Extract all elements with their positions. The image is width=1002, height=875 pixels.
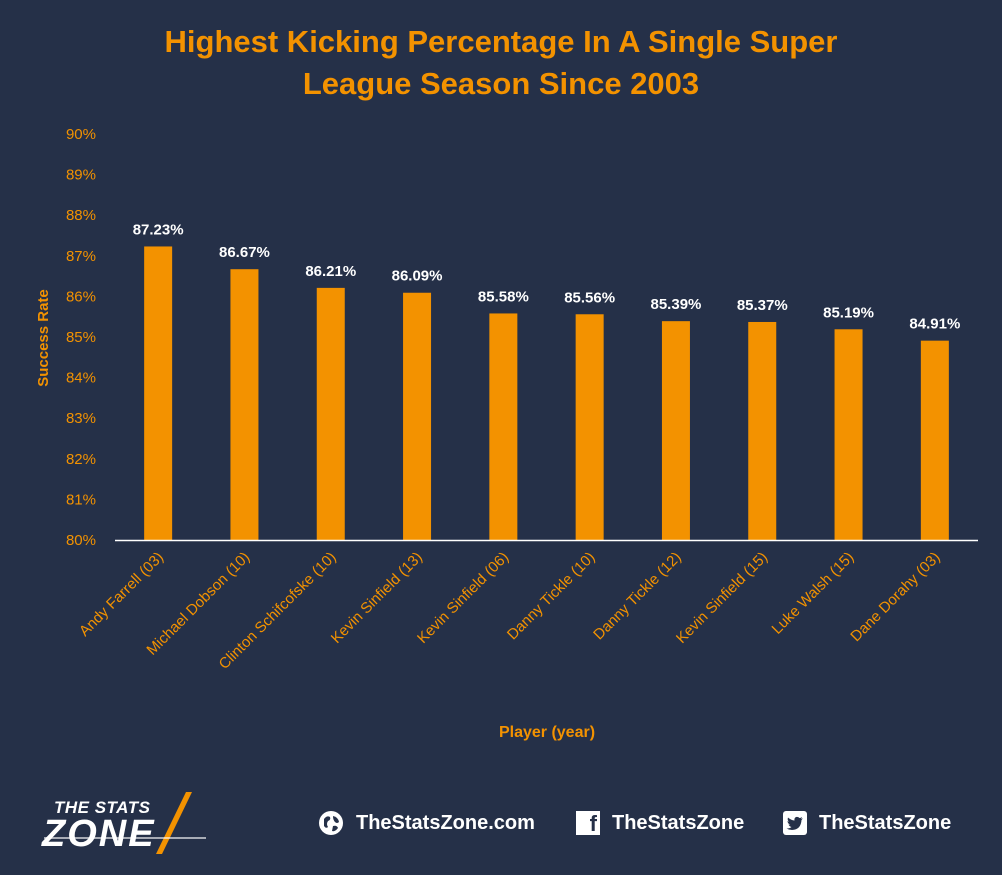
- x-tick-label: Luke Walsh (15): [769, 549, 858, 638]
- x-tick-label: Danny Tickle (10): [504, 549, 599, 644]
- data-label: 87.23%: [133, 221, 184, 238]
- facebook-icon: f: [576, 811, 600, 835]
- y-axis-title: Success Rate: [35, 289, 52, 387]
- bar: [748, 321, 777, 540]
- bar: [403, 292, 432, 540]
- bar: [575, 314, 604, 540]
- y-tick-label: 86%: [66, 288, 96, 305]
- y-tick-label: 88%: [66, 207, 96, 224]
- y-tick-label: 82%: [66, 451, 96, 468]
- data-label: 86.21%: [305, 263, 356, 280]
- y-tick-label: 87%: [66, 248, 96, 265]
- data-label: 85.39%: [651, 296, 702, 313]
- twitter-icon: [783, 811, 807, 835]
- data-label: 85.37%: [737, 297, 788, 314]
- website-text: TheStatsZone.com: [356, 811, 535, 834]
- bar: [489, 313, 518, 540]
- twitter-text: TheStatsZone: [819, 811, 952, 834]
- y-tick-label: 83%: [66, 410, 96, 427]
- bar: [920, 340, 949, 540]
- bar: [834, 329, 863, 540]
- data-label: 85.56%: [564, 289, 615, 306]
- globe-icon: [318, 810, 344, 836]
- data-label: 85.58%: [478, 288, 529, 305]
- footer: THE STATS ZONE TheStatsZone.com f TheSta…: [0, 780, 1002, 875]
- website-link[interactable]: TheStatsZone.com: [318, 808, 535, 838]
- bar: [230, 269, 259, 540]
- y-tick-label: 84%: [66, 370, 96, 387]
- x-tick-label: Dane Dorahy (03): [847, 549, 943, 645]
- bar: [316, 287, 345, 540]
- logo-text-bottom: ZONE: [42, 813, 156, 855]
- data-label: 85.19%: [823, 304, 874, 321]
- data-label: 86.09%: [392, 268, 443, 285]
- data-label: 84.91%: [909, 316, 960, 333]
- x-tick-label: Danny Tickle (12): [590, 549, 685, 644]
- y-tick-label: 81%: [66, 491, 96, 508]
- x-tick-label: Andy Farrell (03): [76, 549, 167, 640]
- x-tick-label: Kevin Sinfield (13): [328, 549, 426, 647]
- logo-swoosh: [44, 792, 206, 854]
- data-label: 86.67%: [219, 244, 270, 261]
- x-tick-label: Kevin Sinfield (15): [673, 549, 771, 647]
- y-tick-label: 85%: [66, 329, 96, 346]
- facebook-link[interactable]: f TheStatsZone: [576, 808, 744, 838]
- y-tick-label: 90%: [66, 126, 96, 143]
- bar-chart: Highest Kicking Percentage In A Single S…: [35, 24, 978, 741]
- twitter-link[interactable]: TheStatsZone: [783, 808, 951, 838]
- chart-title-line: League Season Since 2003: [303, 66, 699, 101]
- x-axis-title: Player (year): [499, 724, 595, 741]
- bar: [661, 321, 690, 540]
- facebook-text: TheStatsZone: [612, 811, 745, 834]
- chart-title-line: Highest Kicking Percentage In A Single S…: [165, 24, 838, 59]
- logo-text-top: THE STATS: [54, 798, 151, 817]
- thestatszone-logo: THE STATS ZONE: [36, 790, 226, 860]
- y-tick-label: 80%: [66, 532, 96, 549]
- bar: [144, 246, 173, 540]
- x-tick-label: Kevin Sinfield (06): [414, 549, 512, 647]
- y-tick-label: 89%: [66, 167, 96, 184]
